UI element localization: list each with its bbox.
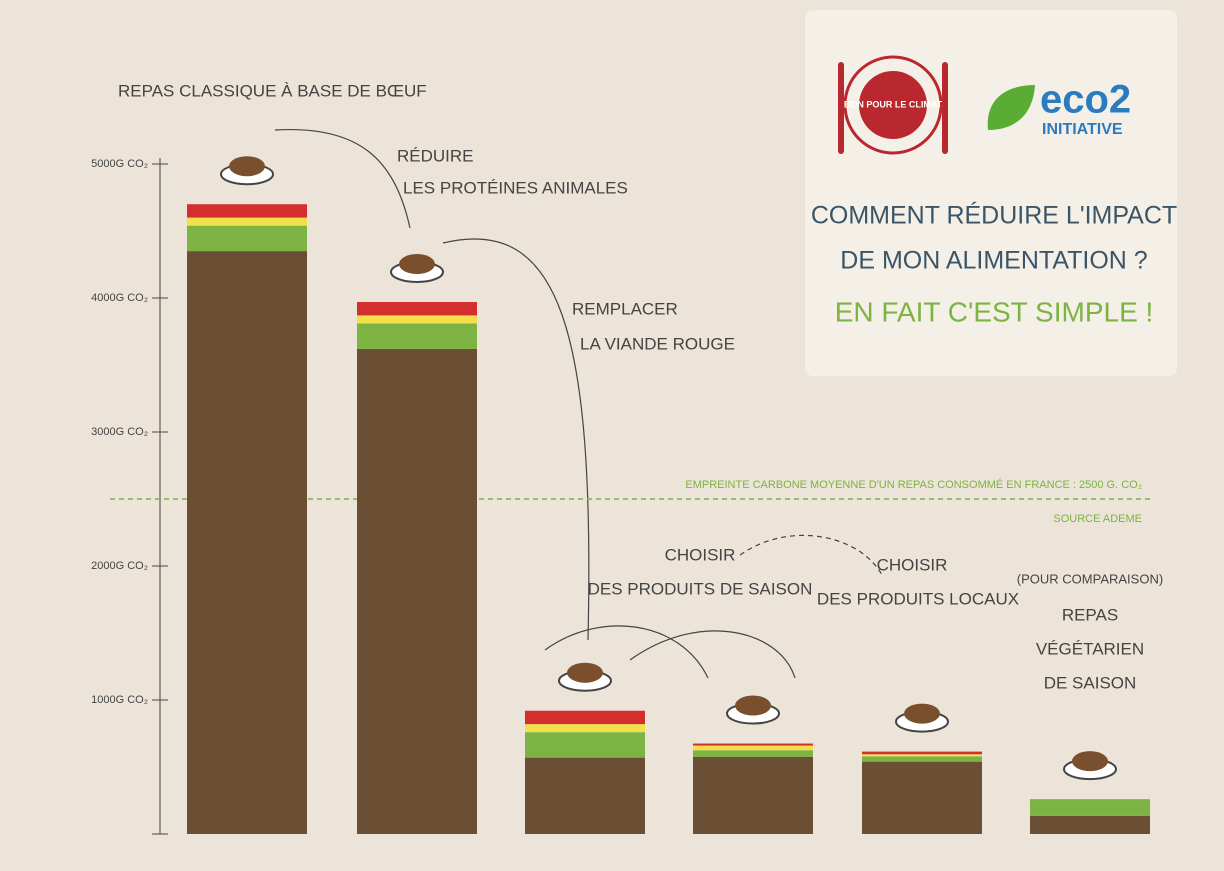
bar-segment	[693, 743, 813, 746]
meal-icon	[399, 254, 435, 275]
meal-icon	[735, 695, 771, 716]
meal-icon	[229, 156, 265, 177]
logo-text: BON POUR LE CLIMAT	[844, 99, 943, 109]
category-label: RÉDUIRE	[397, 146, 474, 165]
meal-icon	[1072, 751, 1108, 772]
category-label: (POUR COMPARAISON)	[1017, 571, 1163, 586]
bar-segment	[357, 302, 477, 316]
category-label: REPAS CLASSIQUE À BASE DE BŒUF	[118, 81, 427, 100]
bar-segment	[187, 204, 307, 218]
category-label: REPAS	[1062, 605, 1118, 624]
category-label: DES PRODUITS DE SAISON	[588, 579, 813, 598]
meal-icon	[567, 662, 603, 683]
reference-source: SOURCE ADEME	[1053, 513, 1142, 525]
bar-segment	[187, 225, 307, 252]
bar-segment	[357, 323, 477, 349]
panel-subtitle: EN FAIT C'EST SIMPLE !	[835, 296, 1154, 327]
logo-eco2: eco2 INITIATIVE	[987, 78, 1131, 138]
bar-segment	[187, 217, 307, 226]
bar-segment	[1030, 799, 1150, 816]
bar-segment	[525, 757, 645, 834]
category-label: CHOISIR	[877, 555, 948, 574]
y-tick-label: 1000G CO₂	[91, 694, 148, 706]
category-label: REMPLACER	[572, 299, 678, 318]
logo-subtext: INITIATIVE	[1042, 121, 1123, 138]
category-label: LES PROTÉINES ANIMALES	[403, 178, 628, 197]
bar-segment	[862, 754, 982, 757]
bar-segment	[357, 315, 477, 324]
arrows	[274, 128, 883, 679]
bar-segment	[693, 750, 813, 757]
bar-segment	[1030, 815, 1150, 834]
bar-segment	[357, 348, 477, 834]
panel-title: COMMENT RÉDUIRE L'IMPACT	[811, 201, 1177, 230]
bar-segment	[525, 724, 645, 733]
bar-segment	[862, 761, 982, 834]
panel-title: DE MON ALIMENTATION ?	[840, 247, 1147, 275]
y-tick-label: 5000G CO₂	[91, 158, 148, 170]
reference-label: EMPREINTE CARBONE MOYENNE D'UN REPAS CON…	[685, 478, 1142, 491]
bar-segment	[693, 756, 813, 834]
bar-segment	[525, 710, 645, 725]
y-tick-label: 3000G CO₂	[91, 426, 148, 438]
bar-segment	[693, 745, 813, 751]
category-label: DES PRODUITS LOCAUX	[817, 589, 1019, 608]
bar-segment	[187, 251, 307, 835]
logo-text: eco2	[1040, 78, 1131, 122]
y-tick-label: 4000G CO₂	[91, 292, 148, 304]
category-label: LA VIANDE ROUGE	[580, 334, 735, 353]
bar-segment	[862, 751, 982, 755]
bar-segment	[862, 756, 982, 762]
category-label: VÉGÉTARIEN	[1036, 639, 1144, 658]
logo-climat: BON POUR LE CLIMAT	[838, 55, 948, 155]
category-label: DE SAISON	[1044, 673, 1137, 692]
y-tick-label: 2000G CO₂	[91, 560, 148, 572]
meal-icon	[904, 703, 940, 724]
bar-segment	[525, 732, 645, 758]
category-label: CHOISIR	[665, 545, 736, 564]
